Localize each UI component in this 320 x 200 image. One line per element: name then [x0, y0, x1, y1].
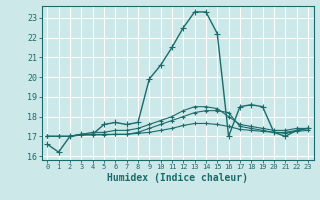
- X-axis label: Humidex (Indice chaleur): Humidex (Indice chaleur): [107, 173, 248, 183]
